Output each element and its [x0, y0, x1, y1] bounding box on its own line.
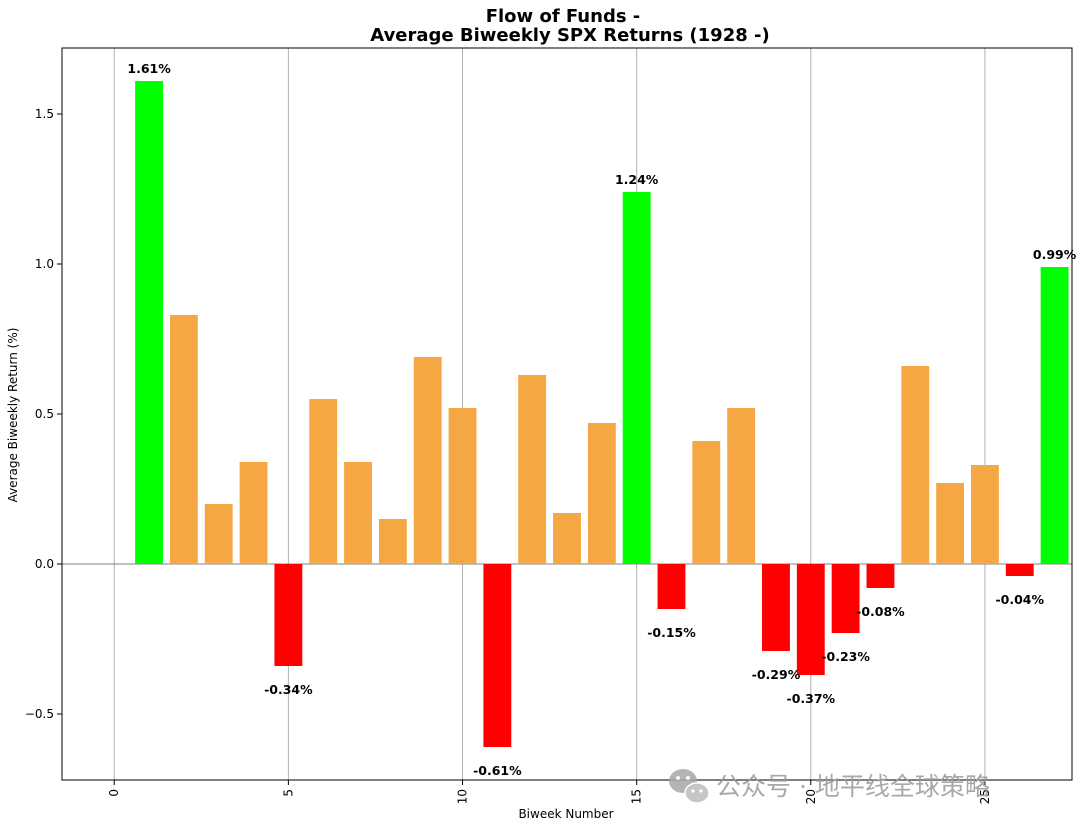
bar-biweek-14 — [587, 423, 616, 564]
wechat-icon — [669, 769, 710, 804]
x-tick-label-5: 5 — [281, 789, 295, 797]
grid-layer — [113, 48, 986, 780]
bar-biweek-6 — [309, 399, 338, 564]
data-label-biweek-20: -0.37% — [787, 691, 836, 706]
bar-biweek-24 — [936, 483, 965, 564]
x-tick-label-25: 25 — [978, 789, 992, 804]
bar-biweek-15 — [622, 192, 651, 564]
bar-biweek-11 — [483, 564, 512, 747]
bar-biweek-22 — [866, 564, 895, 588]
data-label-biweek-16: -0.15% — [647, 625, 696, 640]
bar-biweek-26 — [1005, 564, 1034, 576]
data-label-biweek-21: -0.23% — [821, 649, 870, 664]
data-label-biweek-15: 1.24% — [615, 172, 659, 187]
x-axis-ticks: 0 5 10 15 20 25 — [107, 780, 992, 804]
data-labels-layer: 1.61% -0.34% -0.61% 1.24% -0.15% -0.29% -0.37%… — [127, 61, 1076, 778]
y-tick-label-4: 1.5 — [35, 107, 54, 121]
bars-layer — [135, 81, 1069, 747]
bar-biweek-17 — [692, 441, 721, 564]
bar-biweek-9 — [413, 357, 442, 564]
bar-biweek-19 — [762, 564, 790, 651]
bar-biweek-16 — [657, 564, 686, 609]
y-tick-label-1: 0.0 — [35, 557, 54, 571]
data-label-biweek-22: -0.08% — [856, 604, 905, 619]
data-label-biweek-5: -0.34% — [264, 682, 313, 697]
watermark: 公众号 · 地平线全球策略 — [669, 769, 990, 804]
data-label-biweek-1: 1.61% — [127, 61, 171, 76]
bar-biweek-25 — [971, 465, 999, 564]
bar-biweek-1 — [135, 81, 163, 564]
bar-biweek-20 — [796, 564, 825, 675]
x-axis-label: Biweek Number — [518, 807, 613, 821]
bar-biweek-5 — [274, 564, 303, 666]
y-tick-label-2: 0.5 — [35, 407, 54, 421]
bar-biweek-10 — [448, 408, 477, 564]
bar-biweek-27 — [1040, 267, 1069, 564]
bar-biweek-12 — [518, 375, 547, 564]
data-label-biweek-19: -0.29% — [752, 667, 801, 682]
bar-biweek-18 — [727, 408, 756, 564]
y-tick-label-3: 1.0 — [35, 257, 54, 271]
data-label-biweek-26: -0.04% — [995, 592, 1044, 607]
bar-biweek-13 — [553, 513, 581, 564]
y-axis-label: Average Biweekly Return (%) — [6, 328, 20, 503]
x-tick-label-0: 0 — [107, 789, 121, 797]
watermark-text: 公众号 · 地平线全球策略 — [716, 772, 990, 801]
bar-biweek-2 — [169, 315, 198, 564]
chart-title-line2: Average Biweekly SPX Returns (1928 -) — [370, 25, 769, 46]
bar-biweek-21 — [831, 564, 860, 633]
bar-biweek-4 — [239, 462, 268, 564]
y-axis-ticks: −0.5 0.0 0.5 1.0 1.5 — [25, 107, 62, 721]
x-tick-label-15: 15 — [630, 789, 644, 804]
x-tick-label-10: 10 — [456, 789, 470, 804]
data-label-biweek-11: -0.61% — [473, 763, 522, 778]
chart-title-line1: Flow of Funds - — [486, 6, 641, 27]
bar-biweek-23 — [901, 366, 930, 564]
bar-biweek-8 — [378, 519, 407, 564]
bar-biweek-7 — [344, 462, 372, 564]
y-tick-label-0: −0.5 — [25, 707, 54, 721]
x-tick-label-20: 20 — [804, 789, 818, 804]
data-label-biweek-27: 0.99% — [1033, 247, 1077, 262]
bar-biweek-3 — [204, 504, 233, 564]
